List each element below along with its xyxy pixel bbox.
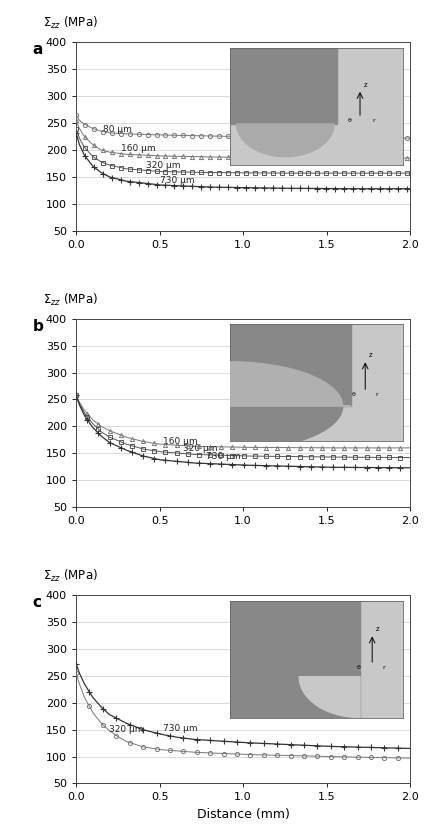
Text: $\Sigma_{zz}$ (MPa): $\Sigma_{zz}$ (MPa): [43, 15, 98, 31]
Text: c: c: [33, 595, 42, 610]
Text: $\Sigma_{zz}$ (MPa): $\Sigma_{zz}$ (MPa): [43, 292, 98, 308]
Text: 160 μm: 160 μm: [163, 437, 197, 446]
Text: 320 μm: 320 μm: [109, 725, 144, 734]
Text: 160 μm: 160 μm: [121, 144, 156, 153]
Text: $\Sigma_{zz}$ (MPa): $\Sigma_{zz}$ (MPa): [43, 568, 98, 584]
Text: 80 μm: 80 μm: [103, 125, 132, 134]
Text: 730 μm: 730 μm: [163, 724, 197, 733]
Text: 320 μm: 320 μm: [183, 445, 217, 453]
Text: b: b: [33, 319, 43, 334]
Text: 320 μm: 320 μm: [146, 161, 181, 170]
X-axis label: Distance (mm): Distance (mm): [197, 808, 289, 821]
Text: a: a: [33, 43, 43, 58]
Text: 730 μm: 730 μm: [206, 452, 241, 461]
Text: 730 μm: 730 μm: [160, 176, 194, 185]
